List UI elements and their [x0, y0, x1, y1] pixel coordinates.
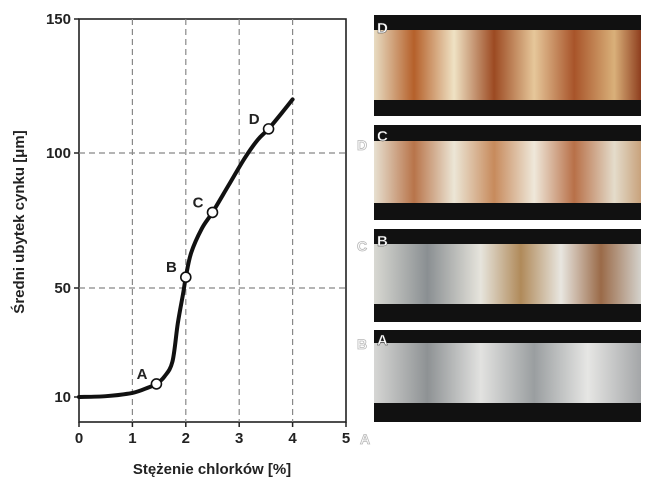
- point-marker-d: [262, 123, 275, 135]
- photo-label-d: D: [377, 20, 388, 37]
- point-marker-b: [180, 271, 192, 284]
- point-marker-a: [150, 378, 163, 390]
- annotated-points: A B C D: [137, 111, 275, 390]
- y-tick-label: 150: [46, 11, 71, 28]
- x-tick-label: 0: [75, 430, 83, 447]
- ghost-label-b: B: [357, 336, 367, 352]
- y-axis-title: Średni ubytek cynku [μm]: [10, 130, 28, 313]
- x-tick-label: 1: [128, 430, 136, 447]
- point-label-d: D: [249, 111, 260, 128]
- y-axis-ticks: 10 50 100 150: [46, 11, 79, 406]
- grid-lines: [79, 19, 346, 422]
- x-tick-label: 3: [235, 430, 243, 447]
- photo-wire-a: [374, 343, 641, 403]
- y-tick-label: 50: [54, 280, 71, 297]
- ghost-label-d: D: [357, 137, 367, 153]
- y-tick-label: 10: [54, 389, 71, 406]
- photo-wire-d: [374, 30, 641, 100]
- x-tick-label: 2: [182, 430, 190, 447]
- x-tick-label: 5: [342, 430, 350, 447]
- plot-frame: [78, 18, 347, 423]
- photo-label-c: C: [377, 128, 388, 145]
- x-axis-ticks: 0 1 2 3 4 5: [75, 422, 350, 447]
- point-label-b: B: [166, 259, 177, 276]
- point-label-c: C: [193, 194, 204, 211]
- photo-label-b: B: [377, 233, 388, 250]
- photo-label-a: A: [377, 332, 388, 349]
- point-label-a: A: [137, 366, 148, 383]
- photo-wire-b: [374, 244, 641, 304]
- sample-photo-panel: D C B A D C B A: [357, 15, 641, 447]
- x-axis-title: Stężenie chlorków [%]: [133, 461, 291, 478]
- ghost-label-a: A: [360, 431, 370, 447]
- ghost-label-c: C: [357, 238, 367, 254]
- point-marker-c: [206, 206, 219, 219]
- photo-wire-c: [374, 141, 641, 203]
- x-tick-label: 4: [288, 430, 297, 447]
- y-tick-label: 100: [46, 145, 71, 162]
